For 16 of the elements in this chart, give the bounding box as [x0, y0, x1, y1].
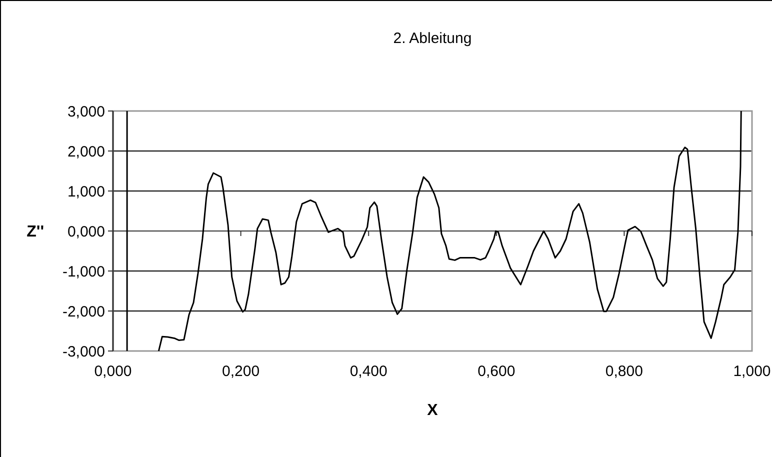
x-tick-label: 0,800 [605, 363, 643, 380]
y-tick-label: 3,000 [67, 103, 105, 120]
y-tick-label: 1,000 [67, 183, 105, 200]
x-tick-label: 1,000 [733, 363, 771, 380]
y-tick-label: -2,000 [62, 303, 105, 320]
x-tick-label: 0,200 [222, 363, 260, 380]
y-tick-label: -1,000 [62, 263, 105, 280]
x-tick-label: 0,400 [350, 363, 388, 380]
x-tick-label: 0,000 [94, 363, 132, 380]
y-tick-label: -3,000 [62, 343, 105, 360]
y-tick-label: 0,000 [67, 223, 105, 240]
x-axis-title: X [427, 402, 438, 419]
chart-title: 2. Ableitung [393, 30, 472, 47]
y-axis-title: Z'' [26, 224, 44, 241]
x-tick-label: 0,600 [478, 363, 516, 380]
y-tick-label: 2,000 [67, 143, 105, 160]
